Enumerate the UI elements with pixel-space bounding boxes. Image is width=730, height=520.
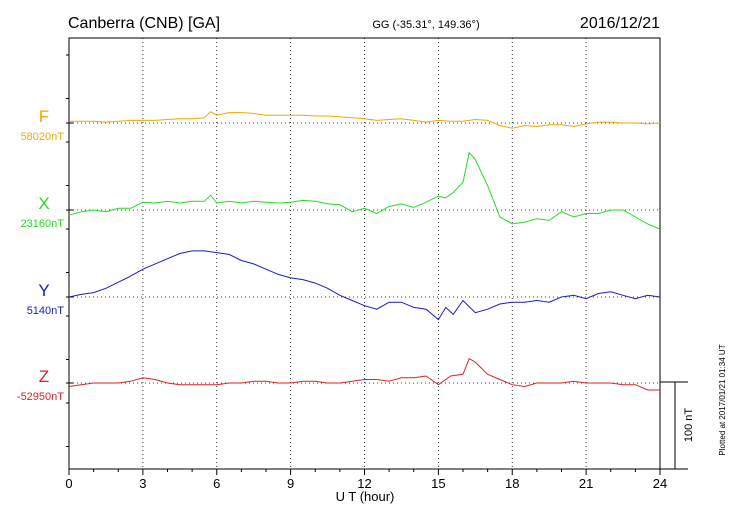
x-tick-label-6: 6: [213, 476, 220, 491]
trace-X: [68, 151, 661, 230]
series-labels: F 58020nT X 23160nT Y 5140nT Z -52950nT: [17, 107, 64, 403]
scale-bar-label: 100 nT: [683, 408, 695, 443]
traces: [68, 111, 661, 391]
series-name-Y: Y: [38, 281, 49, 300]
series-name-Z: Z: [39, 367, 49, 386]
x-axis-ticks: 0 3 6 9 12 15 18 21 24: [65, 54, 667, 491]
series-name-F: F: [39, 107, 49, 126]
trace-Z: [68, 357, 660, 391]
scale-bar: 100 nT: [660, 381, 695, 470]
station-title: Canberra (CNB) [GA]: [68, 15, 220, 32]
series-baseline-F: 58020nT: [21, 131, 65, 143]
x-tick-label-15: 15: [431, 476, 445, 491]
x-axis-label: U T (hour): [336, 489, 395, 504]
x-tick-label-21: 21: [579, 476, 593, 491]
x-tick-label-3: 3: [139, 476, 146, 491]
trace-Y: [68, 250, 661, 321]
x-tick-label-9: 9: [287, 476, 294, 491]
x-tick-label-12: 12: [357, 476, 371, 491]
plotted-timestamp: Plotted at 2017/01/21 01:34 UT: [718, 344, 727, 455]
x-tick-label-18: 18: [505, 476, 519, 491]
series-baseline-X: 23160nT: [21, 218, 65, 230]
series-baseline-Z: -52950nT: [17, 391, 64, 403]
trace-F: [69, 111, 661, 129]
baselines: [66, 122, 660, 384]
date-label: 2016/12/21: [580, 15, 660, 32]
series-name-X: X: [38, 194, 49, 213]
x-tick-label-24: 24: [653, 476, 667, 491]
grid: [142, 38, 587, 469]
series-baseline-Y: 5140nT: [27, 305, 65, 317]
station-coordinates: GG (-35.31°, 149.36°): [372, 19, 479, 31]
x-tick-label-0: 0: [65, 476, 72, 491]
